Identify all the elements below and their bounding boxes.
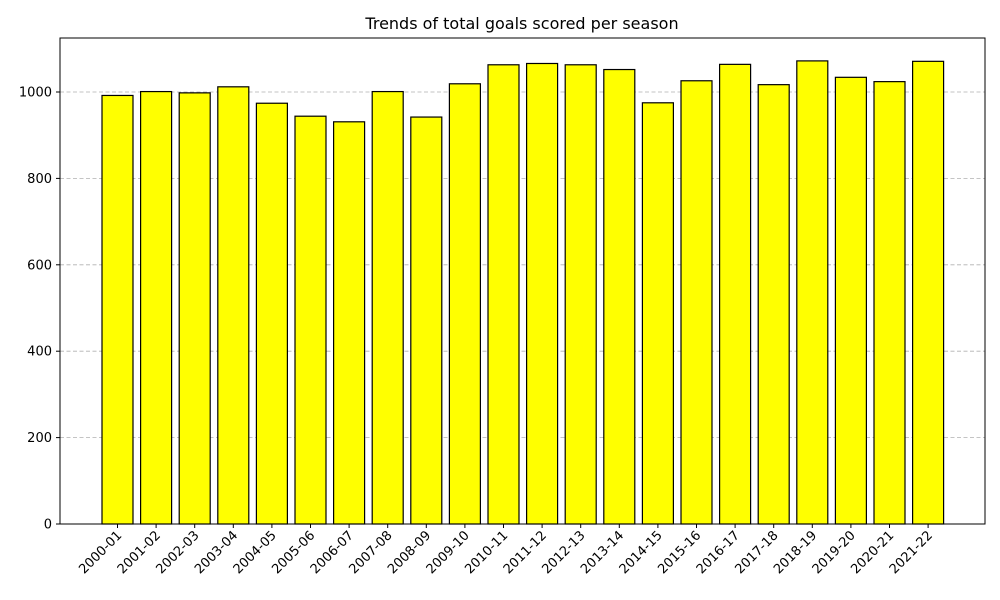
y-tick-label: 0 (44, 518, 52, 533)
y-tick-label: 600 (27, 258, 52, 273)
bars (101, 60, 945, 525)
bar-2016-17 (718, 63, 752, 525)
bar-2000-01 (101, 94, 134, 525)
bar-2012-13 (564, 64, 597, 525)
bar-2010-11 (487, 64, 520, 525)
y-tick-label: 800 (27, 172, 52, 187)
bar-2019-20 (834, 76, 868, 525)
chart-title: Trends of total goals scored per season (364, 14, 678, 33)
bar-2007-08 (371, 90, 404, 525)
y-tick-label: 1000 (19, 86, 52, 101)
bar-2020-21 (873, 81, 906, 525)
bar-2013-14 (603, 68, 636, 525)
y-tick-label: 400 (27, 345, 52, 360)
grid-lines (60, 91, 985, 439)
bar-2001-02 (140, 90, 173, 525)
plot-area-frame (59, 37, 986, 525)
bar-2009-10 (448, 83, 481, 525)
y-axis: 0 200 400 600 800 1000 (19, 86, 60, 533)
bar-2008-09 (410, 116, 443, 525)
bar-2011-12 (525, 62, 559, 525)
bar-2018-19 (796, 60, 829, 525)
x-axis: 2000-012001-022002-032003-042004-052005-… (76, 524, 936, 577)
y-tick-label: 200 (27, 431, 52, 446)
bar-2015-16 (680, 80, 713, 525)
x-tick-label: 2021-22 (887, 528, 936, 577)
bar-2002-03 (178, 92, 211, 525)
bar-2021-22 (911, 60, 945, 525)
bar-2005-06 (294, 115, 327, 525)
bar-2006-07 (333, 121, 366, 525)
bar-2017-18 (757, 84, 790, 525)
bar-2003-04 (217, 86, 250, 525)
bar-2004-05 (255, 102, 288, 525)
bar-2014-15 (641, 102, 675, 525)
